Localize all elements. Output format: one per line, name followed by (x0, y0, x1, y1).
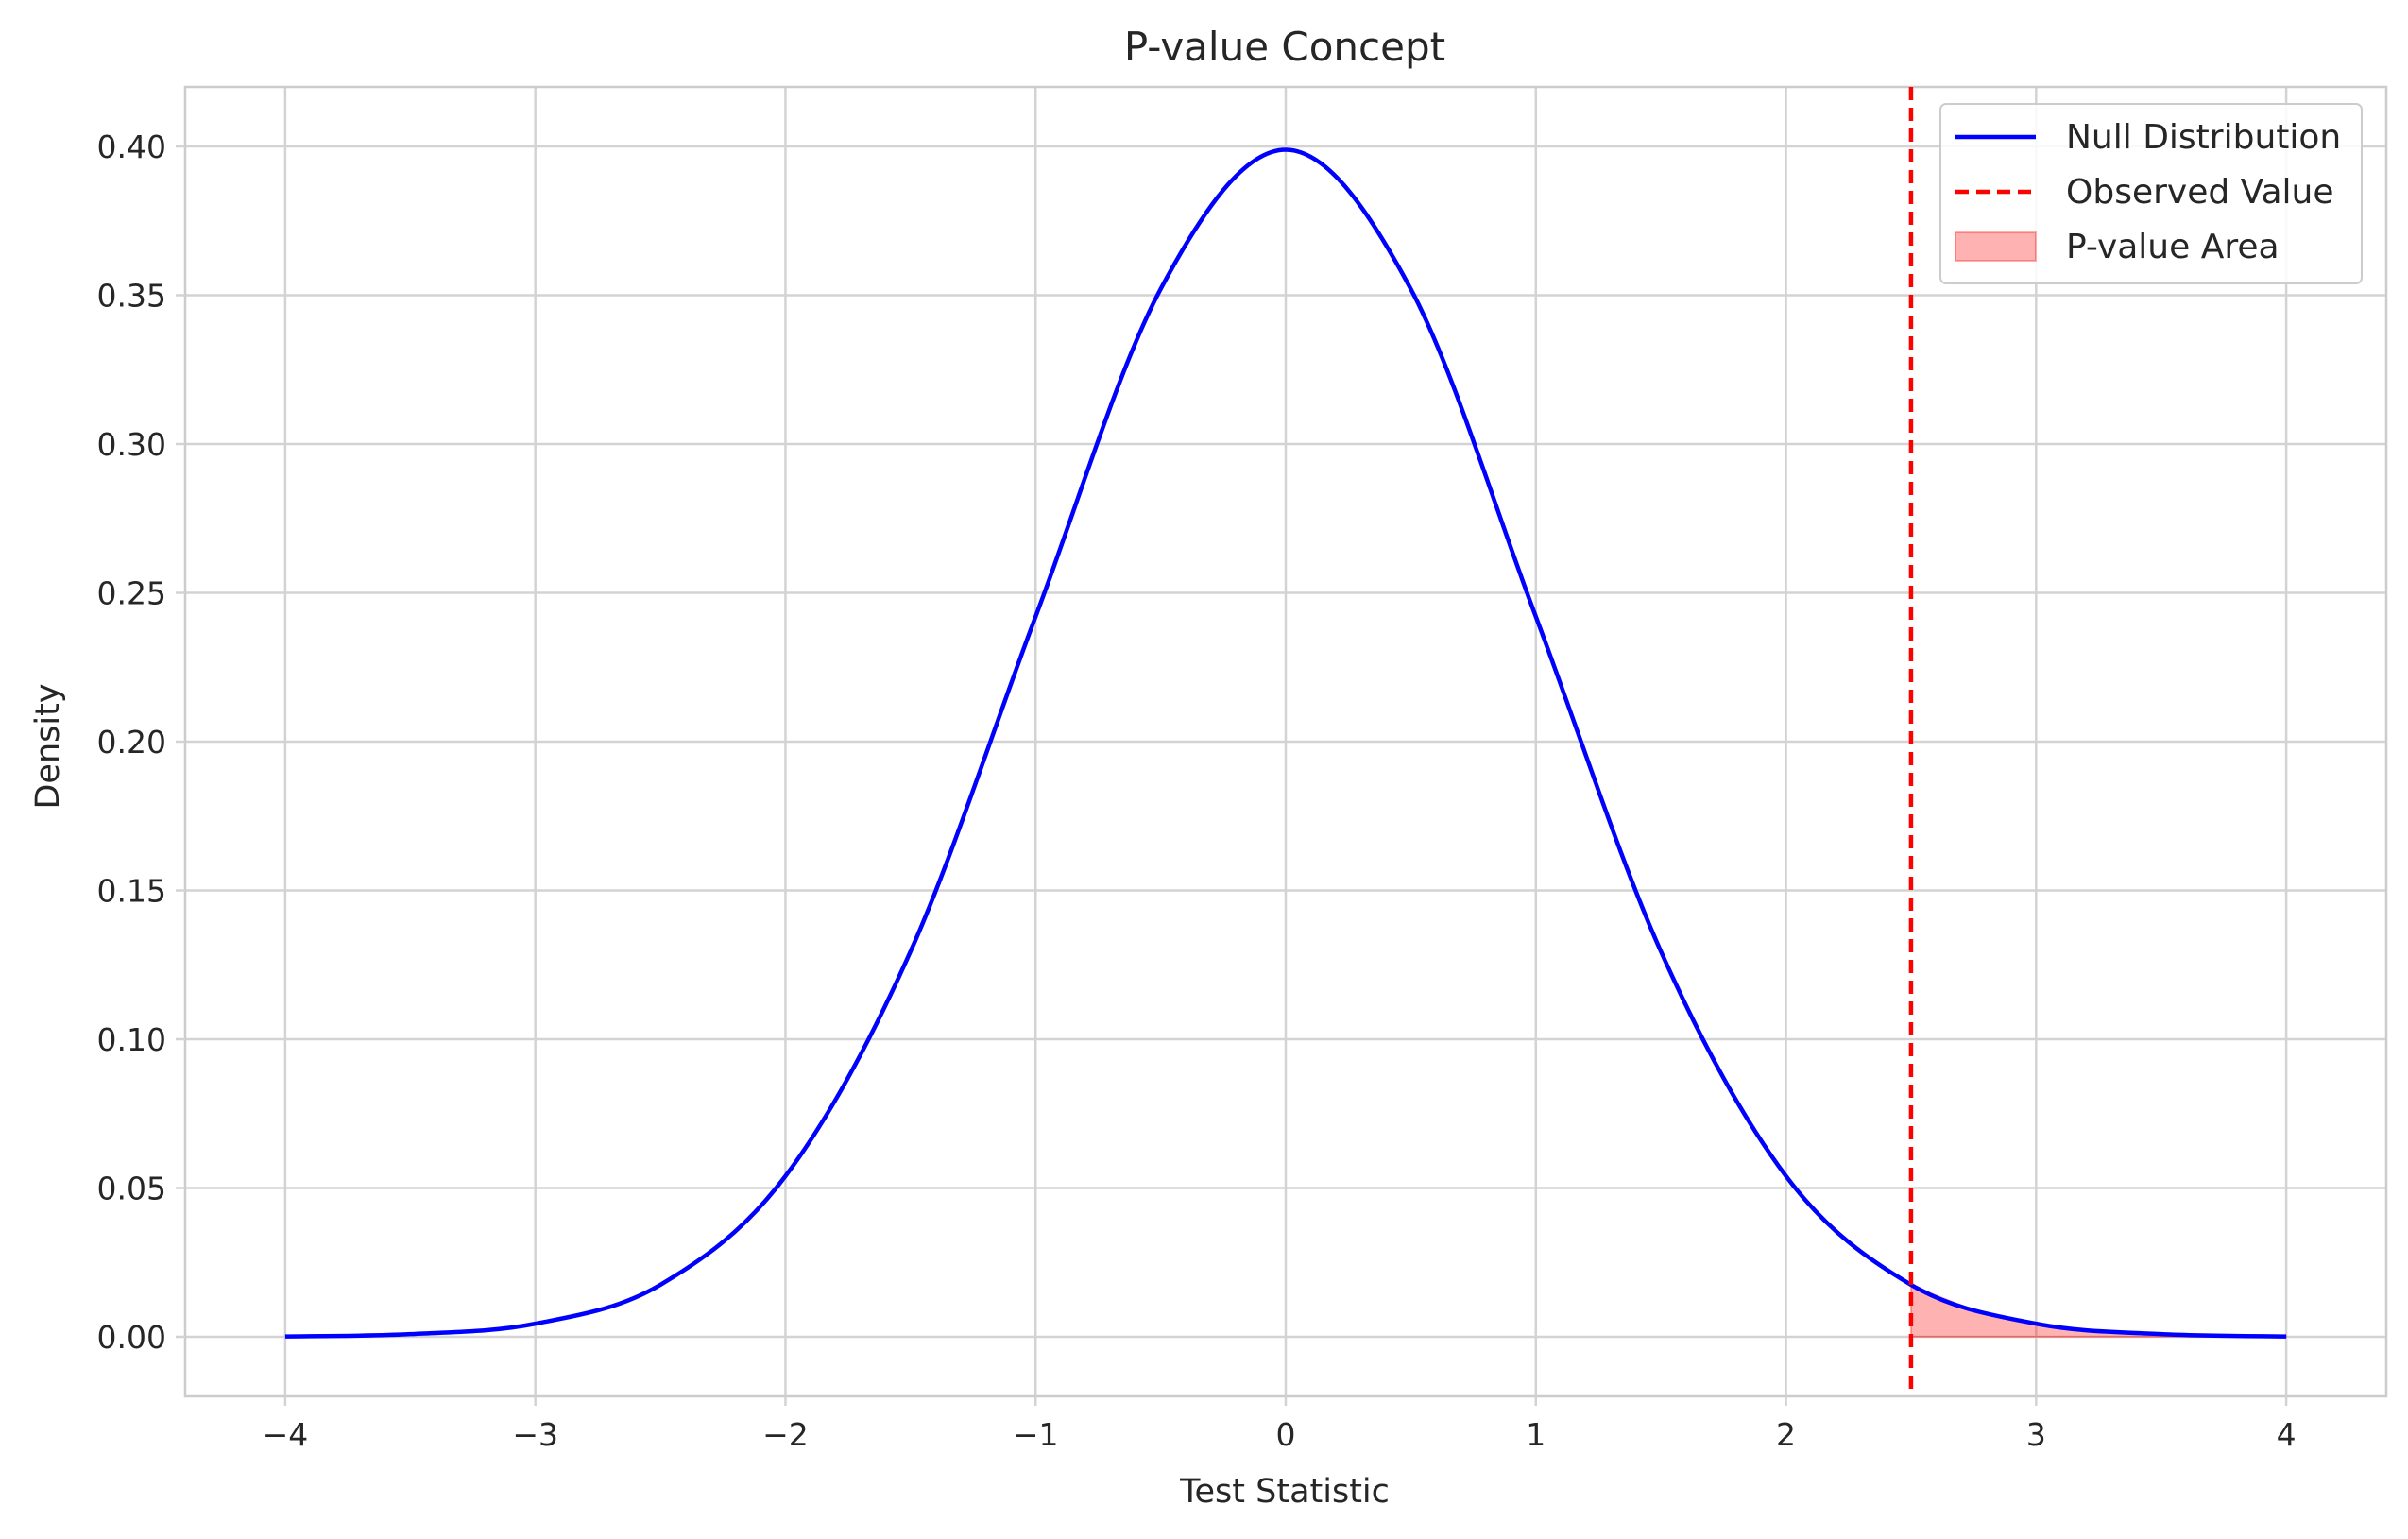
x-tick-label: −1 (1013, 1416, 1059, 1453)
y-tick-label: 0.35 (97, 278, 166, 315)
x-tick-label: 3 (2026, 1416, 2046, 1453)
legend-label-null-distribution: Null Distribution (2066, 118, 2341, 157)
x-ticks: −4 −3 −2 −1 0 1 2 3 4 (263, 1396, 2297, 1453)
x-tick-label: 0 (1276, 1416, 1296, 1453)
x-tick-label: −3 (512, 1416, 558, 1453)
y-tick-label: 0.15 (97, 873, 166, 910)
legend-label-p-value-area: P-value Area (2066, 228, 2280, 266)
x-tick-label: 1 (1526, 1416, 1546, 1453)
grid (185, 87, 2386, 1396)
y-tick-label: 0.10 (97, 1021, 166, 1058)
y-tick-label: 0.40 (97, 128, 166, 165)
x-axis-label: Test Statistic (1179, 1473, 1390, 1511)
x-tick-label: −2 (762, 1416, 809, 1453)
y-tick-label: 0.00 (97, 1319, 166, 1356)
legend-label-observed-value: Observed Value (2066, 173, 2334, 212)
y-tick-label: 0.05 (97, 1171, 166, 1207)
y-tick-label: 0.30 (97, 426, 166, 463)
y-tick-label: 0.25 (97, 575, 166, 612)
legend-box (1939, 103, 2363, 284)
y-tick-label: 0.20 (97, 724, 166, 761)
y-ticks: 0.00 0.05 0.10 0.15 0.20 0.25 0.30 0.35 0.40 (97, 128, 185, 1356)
legend-swatch-p-value-area (1955, 231, 2037, 262)
x-tick-label: 4 (2277, 1416, 2297, 1453)
y-axis-label: Density (29, 683, 67, 809)
x-tick-label: 2 (1776, 1416, 1796, 1453)
x-tick-label: −4 (263, 1416, 309, 1453)
legend: Null Distribution Observed Value P-value… (1939, 103, 2363, 284)
chart-title: P-value Concept (1124, 24, 1445, 70)
